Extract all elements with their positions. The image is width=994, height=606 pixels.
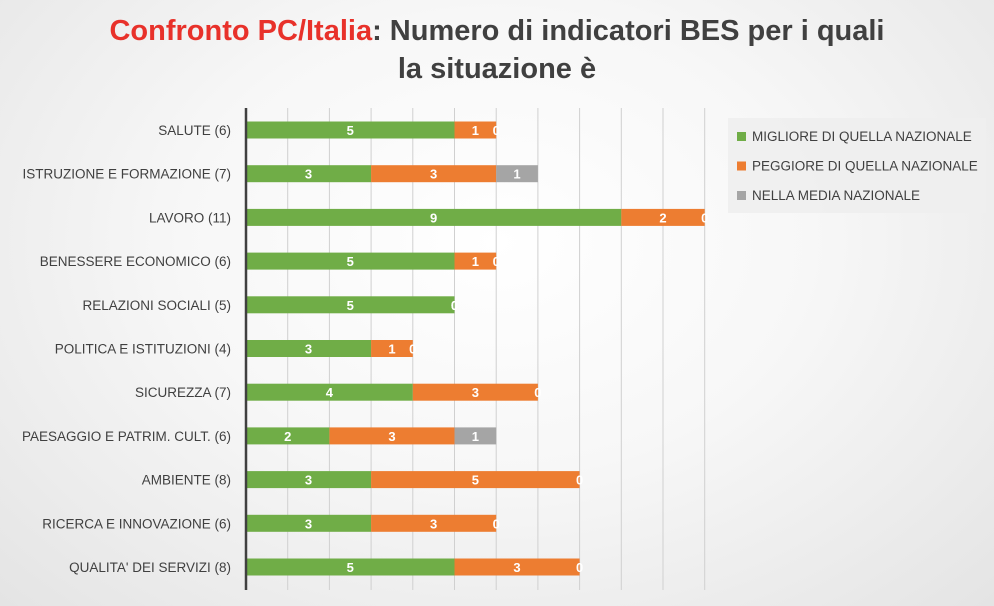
data-label-benessere-economico-6-peggiore-di-quella-nazionale: 1 [472, 254, 479, 269]
bar-salute-6-migliore-di-quella-nazionale [246, 121, 455, 139]
data-label-relazioni-sociali-5-migliore-di-quella-nazionale: 5 [347, 298, 354, 313]
category-label-salute-6: SALUTE (6) [158, 123, 231, 138]
data-label-istruzione-e-formazione-7-nella-media-nazionale: 1 [513, 167, 520, 182]
chart-title-accent: Confronto PC/Italia [109, 15, 373, 47]
data-label-ambiente-8-peggiore-di-quella-nazionale: 5 [472, 473, 479, 488]
legend-label-peggiore-di-quella-nazionale: PEGGIORE DI QUELLA NAZIONALE [752, 159, 978, 174]
data-label-istruzione-e-formazione-7-peggiore-di-quella-nazionale: 3 [430, 167, 437, 182]
bar-politica-e-istituzioni-4-migliore-di-quella-nazionale [246, 340, 372, 357]
data-label-paesaggio-e-patrim-cult-6-nella-media-nazionale: 1 [472, 429, 479, 444]
bar-istruzione-e-formazione-7-peggiore-di-quella-nazionale [371, 165, 497, 183]
bar-qualita-dei-servizi-8-migliore-di-quella-nazionale [246, 558, 455, 576]
data-label-ambiente-8-migliore-di-quella-nazionale: 3 [305, 473, 312, 488]
category-label-benessere-economico-6: BENESSERE ECONOMICO (6) [40, 254, 231, 269]
category-label-ambiente-8: AMBIENTE (8) [142, 473, 231, 488]
legend-swatch-peggiore-di-quella-nazionale [737, 161, 746, 171]
bar-istruzione-e-formazione-7-nella-media-nazionale [496, 165, 538, 183]
data-label-paesaggio-e-patrim-cult-6-migliore-di-quella-nazionale: 2 [284, 429, 291, 444]
data-label-politica-e-istituzioni-4-nella-media-nazionale: 0 [409, 342, 416, 357]
data-label-lavoro-11-nella-media-nazionale: 0 [701, 210, 708, 225]
bar-lavoro-11-peggiore-di-quella-nazionale [621, 208, 705, 226]
bar-paesaggio-e-patrim-cult-6-peggiore-di-quella-nazionale [329, 427, 455, 445]
data-label-salute-6-nella-media-nazionale: 0 [493, 123, 500, 138]
category-label-politica-e-istituzioni-4: POLITICA E ISTITUZIONI (4) [55, 342, 231, 357]
category-label-relazioni-sociali-5: RELAZIONI SOCIALI (5) [82, 298, 231, 313]
bar-benessere-economico-6-peggiore-di-quella-nazionale [454, 252, 497, 270]
data-label-politica-e-istituzioni-4-peggiore-di-quella-nazionale: 1 [388, 342, 395, 357]
data-label-relazioni-sociali-5-nella-media-nazionale: 0 [451, 298, 458, 313]
bar-paesaggio-e-patrim-cult-6-migliore-di-quella-nazionale [246, 427, 330, 445]
data-label-sicurezza-7-nella-media-nazionale: 0 [534, 385, 541, 400]
data-label-benessere-economico-6-nella-media-nazionale: 0 [493, 254, 500, 269]
data-label-paesaggio-e-patrim-cult-6-peggiore-di-quella-nazionale: 3 [388, 429, 395, 444]
data-label-ricerca-e-innovazione-6-migliore-di-quella-nazionale: 3 [305, 516, 312, 531]
data-label-lavoro-11-migliore-di-quella-nazionale: 9 [430, 210, 437, 225]
data-label-ambiente-8-nella-media-nazionale: 0 [576, 473, 583, 488]
data-label-sicurezza-7-migliore-di-quella-nazionale: 4 [326, 385, 334, 400]
bar-ricerca-e-innovazione-6-migliore-di-quella-nazionale [246, 514, 372, 532]
bar-ambiente-8-migliore-di-quella-nazionale [246, 471, 372, 489]
bar-istruzione-e-formazione-7-migliore-di-quella-nazionale [246, 165, 372, 183]
bar-paesaggio-e-patrim-cult-6-nella-media-nazionale [454, 427, 497, 445]
chart-bars: 5 1 03 3 19 2 05 1 05 003 1 04 3 02 3 13 5 03 3 05 3 0 [246, 121, 708, 576]
chart-title-rest: : Numero di indicatori BES per i quali [372, 15, 885, 47]
bar-lavoro-11-migliore-di-quella-nazionale [246, 208, 622, 226]
category-label-istruzione-e-formazione-7: ISTRUZIONE E FORMAZIONE (7) [22, 167, 231, 182]
category-label-qualita-dei-servizi-8: QUALITA' DEI SERVIZI (8) [69, 560, 231, 575]
data-label-qualita-dei-servizi-8-peggiore-di-quella-nazionale: 3 [513, 560, 520, 575]
bar-benessere-economico-6-migliore-di-quella-nazionale [246, 252, 455, 270]
legend-label-migliore-di-quella-nazionale: MIGLIORE DI QUELLA NAZIONALE [752, 129, 972, 144]
category-label-ricerca-e-innovazione-6: RICERCA E INNOVAZIONE (6) [42, 516, 231, 531]
data-label-benessere-economico-6-migliore-di-quella-nazionale: 5 [347, 254, 354, 269]
data-label-istruzione-e-formazione-7-migliore-di-quella-nazionale: 3 [305, 167, 312, 182]
chart-category-labels: SALUTE (6) ISTRUZIONE E FORMAZIONE (7) LAV… [22, 123, 231, 575]
data-label-politica-e-istituzioni-4-migliore-di-quella-nazionale: 3 [305, 342, 312, 357]
data-label-salute-6-migliore-di-quella-nazionale: 5 [347, 123, 354, 138]
data-label-relazioni-sociali-5-peggiore-di-quella-nazionale: 0 [451, 298, 458, 313]
legend-label-nella-media-nazionale: NELLA MEDIA NAZIONALE [752, 188, 920, 203]
legend-swatch-migliore-di-quella-nazionale [737, 132, 746, 141]
legend-box [728, 118, 986, 213]
bar-sicurezza-7-migliore-di-quella-nazionale [246, 383, 413, 401]
chart-title-line2: la situazione è [397, 53, 597, 85]
category-label-sicurezza-7: SICUREZZA (7) [135, 385, 231, 400]
bar-qualita-dei-servizi-8-peggiore-di-quella-nazionale [454, 558, 580, 576]
category-label-paesaggio-e-patrim-cult-6: PAESAGGIO E PATRIM. CULT. (6) [22, 429, 231, 444]
bar-relazioni-sociali-5-migliore-di-quella-nazionale [246, 296, 455, 314]
data-label-qualita-dei-servizi-8-nella-media-nazionale: 0 [576, 560, 583, 575]
data-label-sicurezza-7-peggiore-di-quella-nazionale: 3 [472, 385, 479, 400]
bar-salute-6-peggiore-di-quella-nazionale [454, 121, 497, 139]
chart-legend: MIGLIORE DI QUELLA NAZIONALE PEGGIORE DI … [728, 118, 986, 213]
data-label-ricerca-e-innovazione-6-nella-media-nazionale: 0 [493, 516, 500, 531]
category-label-lavoro-11: LAVORO (11) [149, 210, 231, 225]
data-label-ricerca-e-innovazione-6-peggiore-di-quella-nazionale: 3 [430, 516, 437, 531]
legend-swatch-nella-media-nazionale [737, 191, 746, 200]
data-label-qualita-dei-servizi-8-migliore-di-quella-nazionale: 5 [347, 560, 354, 575]
data-label-salute-6-peggiore-di-quella-nazionale: 1 [472, 123, 479, 138]
data-label-lavoro-11-peggiore-di-quella-nazionale: 2 [659, 210, 666, 225]
bar-ricerca-e-innovazione-6-peggiore-di-quella-nazionale [371, 514, 497, 532]
chart-title-line1: Confronto PC/Italia: Numero di indicator… [0, 12, 994, 50]
bar-sicurezza-7-peggiore-di-quella-nazionale [412, 383, 538, 401]
bar-politica-e-istituzioni-4-peggiore-di-quella-nazionale [371, 340, 413, 357]
chart-title: Confronto PC/Italia: Numero di indicator… [0, 12, 994, 88]
bar-ambiente-8-peggiore-di-quella-nazionale [371, 471, 580, 489]
